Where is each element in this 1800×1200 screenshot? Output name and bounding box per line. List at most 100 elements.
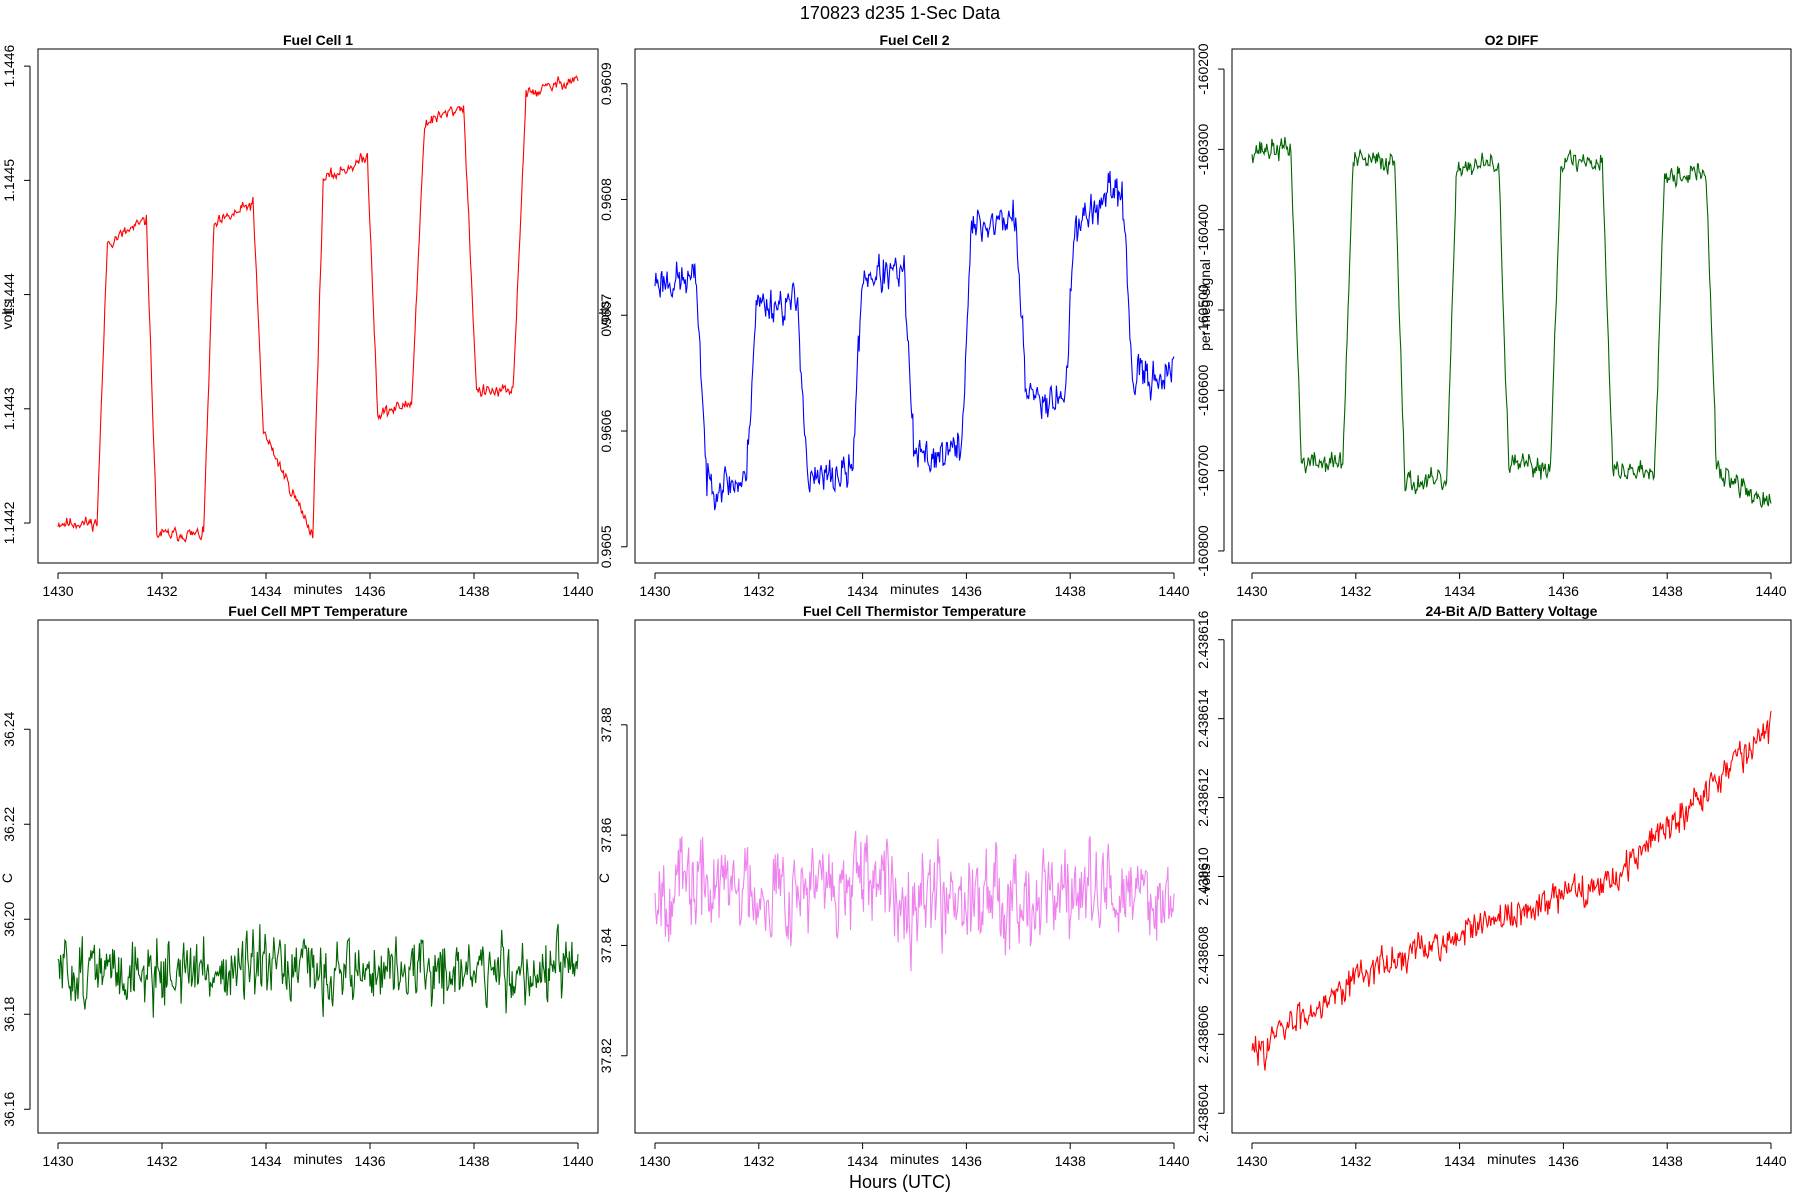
x-tick-label: 1440: [1158, 583, 1189, 599]
x-tick-label: 1440: [562, 1153, 593, 1169]
x-tick-label: 1434: [1444, 583, 1475, 599]
panel-title: 24-Bit A/D Battery Voltage: [1426, 603, 1598, 619]
x-tick-label: 1432: [743, 583, 774, 599]
x-tick-label: 1440: [1755, 583, 1786, 599]
series-line: [1251, 710, 1772, 1071]
y-tick-label: 36.16: [1, 1092, 17, 1127]
x-tick-label: 1430: [639, 583, 670, 599]
x-tick-label: 1430: [639, 1153, 670, 1169]
y-axis-label: volts: [596, 301, 612, 330]
panel-title: Fuel Cell 1: [283, 32, 353, 48]
figure-xlabel: Hours (UTC): [849, 1172, 951, 1192]
y-tick-label: 2.438616: [1195, 610, 1211, 669]
y-tick-label: 1.1444: [1, 273, 17, 316]
x-axis-label: minutes: [1487, 1151, 1536, 1167]
x-tick-label: 1430: [1236, 1153, 1267, 1169]
x-tick-label: 1436: [354, 1153, 385, 1169]
x-tick-label: 1436: [951, 583, 982, 599]
y-tick-label: 0.9605: [598, 525, 614, 568]
x-axis-label: minutes: [293, 581, 342, 597]
y-tick-label: 2.438608: [1195, 926, 1211, 985]
x-tick-label: 1434: [250, 583, 281, 599]
y-tick-label: 0.9606: [598, 409, 614, 452]
chart-panel-2: Fuel Cell 2 1430 1432 1434 1436 1438 1440 minut…: [596, 32, 1195, 599]
x-axis-label: minutes: [293, 1151, 342, 1167]
y-tick-label: 0.9608: [598, 178, 614, 221]
x-tick-label: 1432: [146, 1153, 177, 1169]
y-tick-label: 2.438606: [1195, 1005, 1211, 1064]
y-tick-label: 37.88: [598, 707, 614, 742]
panel-title: Fuel Cell MPT Temperature: [228, 603, 408, 619]
y-tick-label: 37.84: [598, 928, 614, 963]
x-tick-label: 1432: [1340, 583, 1371, 599]
y-tick-label: 37.82: [598, 1038, 614, 1073]
y-axis-label: per meg signal: [1197, 259, 1213, 351]
y-tick-label: 1.1442: [1, 501, 17, 544]
plot-frame: [1231, 619, 1792, 1134]
y-tick-label: -160500: [1195, 284, 1211, 336]
x-tick-label: 1436: [1548, 583, 1579, 599]
x-tick-label: 1432: [146, 583, 177, 599]
series-line: [654, 170, 1175, 511]
y-tick-label: 36.20: [1, 902, 17, 937]
chart-panel-4: Fuel Cell MPT Temperature 1430 1432 1434 143…: [0, 603, 599, 1169]
y-axis-label: C: [0, 873, 15, 883]
x-tick-label: 1430: [42, 1153, 73, 1169]
y-tick-label: 36.24: [1, 712, 17, 747]
x-tick-label: 1430: [42, 583, 73, 599]
y-tick-label: 2.438610: [1195, 847, 1211, 906]
x-tick-label: 1430: [1236, 583, 1267, 599]
series-line: [1251, 136, 1772, 508]
y-tick-label: 1.1443: [1, 387, 17, 430]
chart-panel-6: 24-Bit A/D Battery Voltage 1430 1432 1434 14…: [1195, 603, 1792, 1169]
x-tick-label: 1438: [1652, 1153, 1683, 1169]
y-tick-label: 1.1446: [1, 45, 17, 88]
y-tick-label: -160400: [1195, 204, 1211, 256]
y-axis-label: C: [596, 873, 612, 883]
chart-panel-3: O2 DIFF 1430 1432 1434 1436 1438 1440 -160800 -1…: [1195, 32, 1792, 599]
y-tick-label: 0.9607: [598, 294, 614, 337]
plot-frame: [37, 48, 599, 564]
x-tick-label: 1432: [743, 1153, 774, 1169]
y-tick-label: -160700: [1195, 445, 1211, 497]
y-tick-label: 1.1445: [1, 159, 17, 202]
chart-panel-1: Fuel Cell 1 1430 1432 1434 1436 1438 1440 minut…: [0, 32, 599, 599]
y-tick-label: 2.438612: [1195, 768, 1211, 827]
x-axis-label: minutes: [890, 1151, 939, 1167]
x-tick-label: 1440: [562, 583, 593, 599]
x-tick-label: 1438: [1652, 583, 1683, 599]
plot-frame: [37, 619, 599, 1134]
x-tick-label: 1440: [1755, 1153, 1786, 1169]
y-axis-label: volts: [0, 301, 15, 330]
chart-panel-5: Fuel Cell Thermistor Temperature 1430 1432…: [596, 603, 1195, 1169]
figure-title: 170823 d235 1-Sec Data: [800, 3, 1001, 23]
y-tick-label: 2.438614: [1195, 689, 1211, 748]
y-tick-label: -160800: [1195, 525, 1211, 577]
x-tick-label: 1432: [1340, 1153, 1371, 1169]
plot-frame: [634, 48, 1195, 564]
x-tick-label: 1438: [458, 583, 489, 599]
x-axis-label: minutes: [890, 581, 939, 597]
x-tick-label: 1436: [354, 583, 385, 599]
x-tick-label: 1436: [951, 1153, 982, 1169]
plot-frame: [634, 619, 1195, 1134]
y-tick-label: 0.9609: [598, 62, 614, 105]
x-tick-label: 1440: [1158, 1153, 1189, 1169]
x-tick-label: 1438: [458, 1153, 489, 1169]
x-tick-label: 1438: [1055, 1153, 1086, 1169]
x-tick-label: 1438: [1055, 583, 1086, 599]
y-tick-label: -160200: [1195, 43, 1211, 95]
series-line: [654, 830, 1175, 972]
y-tick-label: 37.86: [598, 817, 614, 852]
y-tick-label: -160300: [1195, 123, 1211, 175]
x-tick-label: 1434: [250, 1153, 281, 1169]
x-tick-label: 1434: [847, 583, 878, 599]
panel-title: Fuel Cell 2: [879, 32, 949, 48]
panel-title: Fuel Cell Thermistor Temperature: [803, 603, 1026, 619]
y-axis-label: volts: [1197, 864, 1213, 893]
y-tick-label: 36.22: [1, 807, 17, 842]
y-tick-label: 36.18: [1, 997, 17, 1032]
y-tick-label: -160600: [1195, 364, 1211, 416]
panel-title: O2 DIFF: [1485, 32, 1539, 48]
